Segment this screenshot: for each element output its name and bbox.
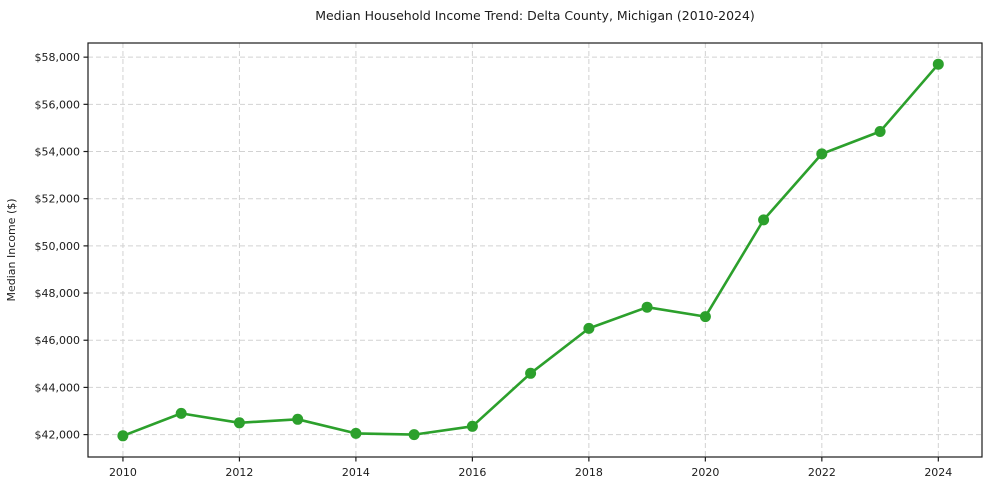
data-point-2013 bbox=[292, 413, 304, 425]
x-tick-label: 2018 bbox=[575, 466, 603, 479]
y-axis-label: Median Income ($) bbox=[5, 198, 18, 301]
y-tick-label: $52,000 bbox=[35, 193, 81, 206]
y-tick-label: $42,000 bbox=[35, 429, 81, 442]
data-point-2022 bbox=[816, 148, 828, 160]
chart-title: Median Household Income Trend: Delta Cou… bbox=[315, 8, 755, 23]
data-point-2023 bbox=[874, 126, 886, 137]
data-point-2014 bbox=[350, 427, 362, 439]
data-point-2016 bbox=[466, 420, 478, 432]
x-tick-label: 2022 bbox=[808, 466, 836, 479]
y-tick-label: $44,000 bbox=[35, 381, 81, 394]
data-point-2021 bbox=[758, 214, 770, 226]
data-point-2024 bbox=[932, 58, 944, 70]
x-tick-label: 2016 bbox=[458, 466, 486, 479]
x-tick-label: 2020 bbox=[691, 466, 719, 479]
x-tick-label: 2010 bbox=[109, 466, 137, 479]
y-tick-label: $54,000 bbox=[35, 146, 81, 159]
data-point-2020 bbox=[699, 311, 711, 323]
y-tick-label: $48,000 bbox=[35, 287, 81, 300]
data-point-2015 bbox=[408, 429, 420, 441]
trend-line bbox=[121, 62, 940, 438]
x-tick-label: 2014 bbox=[342, 466, 370, 479]
y-tick-label: $56,000 bbox=[35, 98, 81, 111]
data-point-2017 bbox=[525, 367, 537, 379]
data-point-2018 bbox=[583, 322, 595, 334]
data-point-2019 bbox=[641, 301, 653, 313]
x-tick-label: 2024 bbox=[924, 466, 952, 479]
y-tick-label: $50,000 bbox=[35, 240, 81, 253]
y-tick-label: $58,000 bbox=[35, 51, 81, 64]
plot-border bbox=[87, 42, 983, 458]
data-point-2012 bbox=[233, 417, 245, 429]
data-point-2010 bbox=[117, 430, 129, 442]
data-point-2011 bbox=[175, 407, 187, 419]
x-tick-label: 2012 bbox=[225, 466, 253, 479]
y-tick-label: $46,000 bbox=[35, 334, 81, 347]
